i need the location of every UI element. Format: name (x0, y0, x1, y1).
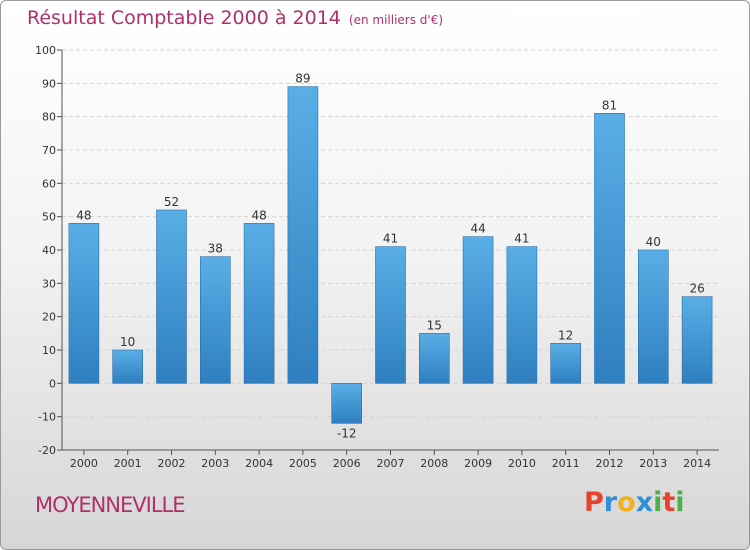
x-tick-label: 2005 (289, 457, 317, 470)
logo-letter: i (675, 487, 685, 518)
bar-value-label: 89 (295, 72, 310, 86)
x-tick-label: 2012 (596, 457, 624, 470)
logo-letter: t (662, 487, 676, 518)
logo-letter: r (603, 487, 618, 518)
x-tick-label: 2011 (552, 457, 580, 470)
x-tick-label: 2004 (245, 457, 273, 470)
bar (243, 223, 275, 384)
y-tick-label: 60 (42, 177, 56, 190)
bar-value-label: 15 (427, 318, 442, 332)
bar (462, 236, 494, 384)
town-name: MOYENNEVILLE (35, 493, 186, 517)
bar (594, 113, 625, 384)
bar-value-label: 38 (208, 242, 223, 256)
bar-value-label: 41 (383, 232, 398, 246)
bar-value-label: 10 (120, 335, 135, 349)
y-tick-label: 40 (42, 244, 56, 257)
proxiti-logo: Proxiti (584, 487, 685, 518)
bar (637, 249, 669, 384)
x-tick-label: 2008 (420, 457, 448, 470)
bar-value-label: 48 (251, 208, 266, 222)
bar (681, 296, 713, 384)
chart-subtitle: (en milliers d'€) (348, 13, 444, 27)
bar (287, 86, 319, 384)
bar (550, 343, 582, 384)
y-tick-label: 70 (42, 144, 56, 157)
x-tick-label: 2006 (333, 457, 361, 470)
bar (112, 349, 143, 384)
y-tick-label: 0 (49, 377, 56, 390)
bar-value-label: 41 (514, 232, 529, 246)
y-tick-label: 30 (42, 277, 56, 290)
y-tick-label: 10 (42, 344, 56, 357)
bar-value-label: 12 (558, 328, 573, 342)
logo-letter: o (617, 487, 636, 518)
x-tick-label: 2009 (464, 457, 492, 470)
bar (200, 256, 231, 384)
bar (68, 223, 100, 384)
x-tick-label: 2014 (683, 457, 711, 470)
logo-letter: i (653, 487, 663, 518)
y-tick-label: 100 (35, 44, 56, 57)
bar (375, 246, 406, 384)
y-tick-label: -10 (38, 411, 56, 424)
bar-value-label: -12 (337, 426, 357, 440)
y-tick-label: -20 (38, 444, 56, 457)
bar (418, 333, 450, 384)
x-tick-label: 2013 (639, 457, 667, 470)
x-tick-label: 2007 (377, 457, 405, 470)
bar-value-label: 26 (689, 282, 704, 296)
bar (331, 383, 363, 424)
x-tick-label: 2002 (158, 457, 186, 470)
chart-title: Résultat Comptable 2000 à 2014 (27, 7, 341, 29)
bar (156, 209, 187, 384)
bar (506, 246, 538, 384)
bar-value-label: 48 (76, 208, 91, 222)
y-tick-label: 50 (42, 211, 56, 224)
logo-letter: x (635, 487, 654, 518)
y-tick-label: 80 (42, 111, 56, 124)
logo-letter: P (584, 487, 604, 518)
bar-value-label: 44 (470, 222, 485, 236)
y-tick-label: 90 (42, 77, 56, 90)
x-tick-label: 2000 (70, 457, 98, 470)
y-tick-label: 20 (42, 311, 56, 324)
x-tick-label: 2003 (201, 457, 229, 470)
bar-value-label: 52 (164, 195, 179, 209)
x-tick-label: 2010 (508, 457, 536, 470)
chart-title-block: Résultat Comptable 2000 à 2014 (en millie… (27, 7, 443, 29)
bar-value-label: 81 (602, 98, 617, 112)
x-tick-label: 2001 (114, 457, 142, 470)
bar-value-label: 40 (646, 235, 661, 249)
